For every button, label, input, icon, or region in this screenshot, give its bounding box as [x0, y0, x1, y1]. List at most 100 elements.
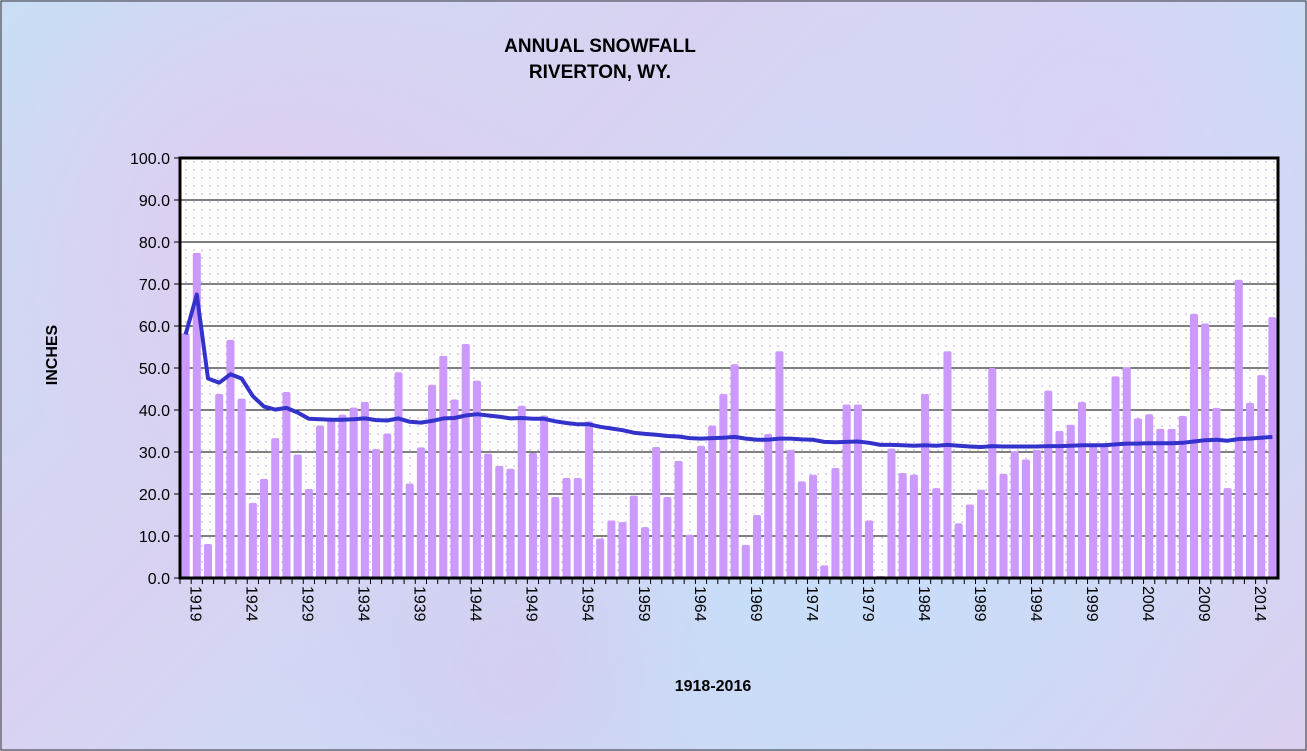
x-tick-label: 1984	[915, 586, 932, 622]
bar-1955	[584, 421, 593, 578]
bar-1964	[685, 534, 694, 578]
bar-1919	[181, 333, 190, 578]
x-tick-label: 1924	[243, 586, 260, 622]
bar-1924	[237, 398, 246, 578]
chart-subtitle: RIVERTON, WY.	[529, 62, 671, 83]
bar-2006	[1156, 428, 1165, 578]
bar-1923	[226, 339, 235, 578]
bar-1957	[607, 520, 616, 578]
bar-1989	[965, 504, 974, 578]
bar-2009	[1189, 313, 1199, 578]
y-axis-label: INCHES	[44, 324, 61, 385]
bar-1997	[1055, 431, 1064, 578]
bar-1954	[573, 478, 582, 578]
x-tick-label: 1939	[411, 586, 428, 622]
bar-1921	[203, 543, 213, 578]
x-tick-label: 1974	[803, 586, 820, 622]
bar-1969	[741, 544, 750, 578]
bar-1979	[853, 404, 862, 578]
bar-1986	[932, 488, 941, 578]
bar-1973	[786, 449, 795, 578]
bar-1930	[304, 488, 313, 578]
bar-2010	[1201, 323, 1210, 578]
bar-1925	[248, 502, 257, 578]
y-tick-label: 100.0	[130, 151, 170, 168]
bar-1970	[752, 515, 762, 578]
bar-1946	[484, 453, 493, 578]
bar-1959	[629, 495, 638, 578]
x-tick-label: 1929	[299, 586, 316, 622]
y-tick-label: 30.0	[139, 445, 170, 462]
bar-1988	[954, 523, 963, 578]
x-tick-label: 2004	[1139, 586, 1156, 622]
y-tick-label: 40.0	[139, 403, 170, 420]
bar-1956	[596, 538, 605, 578]
chart-title: ANNUAL SNOWFALL	[504, 36, 696, 57]
bar-2007	[1167, 428, 1176, 578]
bar-1952	[551, 496, 560, 578]
bar-1944	[461, 344, 470, 578]
bar-1999	[1077, 402, 1086, 578]
bar-1947	[495, 465, 504, 578]
bar-1960	[640, 527, 650, 578]
bar-2003	[1122, 367, 1131, 578]
y-tick-label: 80.0	[139, 235, 170, 252]
bar-2011	[1212, 407, 1221, 578]
bar-2012	[1223, 488, 1232, 578]
bar-1974	[797, 481, 806, 578]
bar-1962	[663, 496, 672, 578]
bar-1994	[1021, 459, 1030, 578]
bar-1972	[775, 351, 784, 578]
bar-1983	[898, 473, 907, 578]
bar-1976	[820, 565, 829, 578]
bar-1945	[472, 380, 481, 578]
bar-1941	[428, 384, 437, 578]
bar-1968	[730, 364, 739, 578]
bar-2001	[1100, 443, 1109, 578]
x-tick-label: 1949	[523, 586, 540, 622]
bar-1942	[439, 355, 448, 578]
x-tick-label: 1944	[467, 586, 484, 622]
bar-1985	[921, 394, 930, 578]
x-tick-label: 2014	[1251, 586, 1268, 622]
bar-1975	[808, 474, 818, 578]
bar-1971	[764, 433, 773, 578]
x-tick-label: 1989	[971, 586, 988, 622]
bar-1948	[506, 468, 515, 578]
bar-1995	[1033, 449, 1042, 578]
bar-1931	[316, 425, 325, 578]
bar-1998	[1066, 424, 1075, 578]
bar-1953	[562, 478, 571, 578]
bar-1961	[652, 446, 661, 578]
bar-1977	[831, 467, 840, 578]
bar-1933	[338, 414, 347, 578]
bar-1993	[1010, 451, 1019, 578]
bar-1996	[1044, 390, 1053, 578]
bar-1920	[192, 252, 201, 579]
bar-1966	[708, 425, 717, 578]
x-tick-label: 1934	[355, 586, 372, 622]
bar-1965	[696, 445, 706, 578]
bar-1927	[271, 438, 280, 578]
x-tick-label: 1964	[691, 586, 708, 622]
bar-2016	[1268, 317, 1277, 578]
bar-2000	[1089, 443, 1098, 578]
bar-1958	[618, 522, 627, 578]
x-tick-label: 1959	[635, 586, 652, 622]
bar-1992	[999, 473, 1008, 578]
y-tick-label: 90.0	[139, 193, 170, 210]
bar-1990	[977, 489, 986, 578]
x-tick-label: 1919	[187, 586, 204, 622]
bar-1939	[405, 483, 414, 578]
x-tick-label: 1954	[579, 586, 596, 622]
bar-2015	[1257, 375, 1266, 578]
bar-1940	[416, 447, 425, 578]
bar-1987	[943, 351, 952, 578]
bar-1937	[383, 433, 392, 578]
bar-1951	[540, 415, 549, 578]
bar-1928	[282, 391, 291, 578]
y-tick-label: 60.0	[139, 319, 170, 336]
bar-1949	[517, 405, 526, 578]
